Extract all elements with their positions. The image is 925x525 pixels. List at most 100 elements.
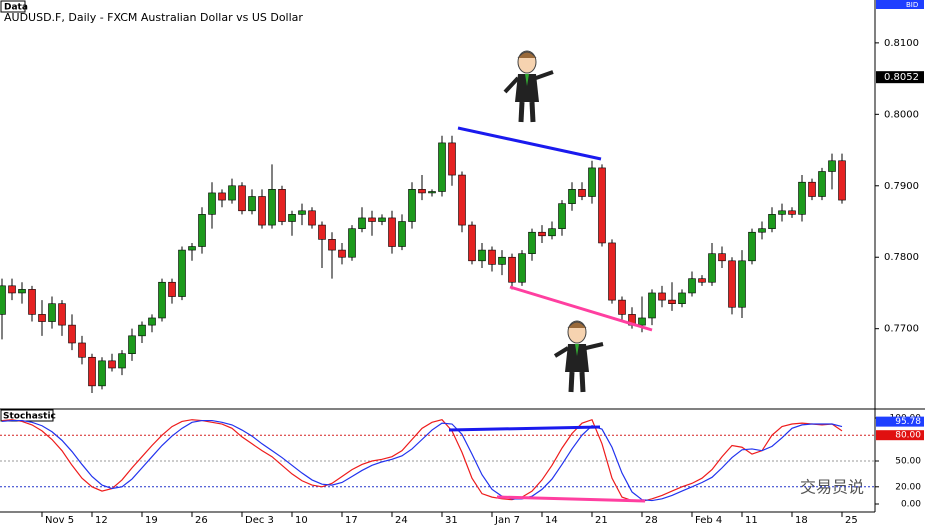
trend-line bbox=[496, 495, 646, 503]
candle-body bbox=[488, 249, 496, 265]
candle-body bbox=[728, 260, 736, 308]
y-tick-label: 0.00 bbox=[901, 500, 921, 510]
candle-body bbox=[288, 214, 296, 222]
candle-body bbox=[448, 142, 456, 176]
candle-body bbox=[548, 228, 556, 237]
x-tick-label: 26 bbox=[195, 515, 208, 525]
candle-body bbox=[838, 160, 846, 201]
candle-body bbox=[238, 185, 246, 212]
bid-label: BID bbox=[906, 1, 918, 9]
annotations bbox=[448, 50, 653, 503]
candle-body bbox=[788, 210, 796, 215]
data-box bbox=[0, 0, 26, 13]
candle-body bbox=[768, 214, 776, 229]
candle-body bbox=[558, 203, 566, 229]
candle-body bbox=[578, 189, 586, 197]
candle-body bbox=[688, 278, 696, 294]
candle-body bbox=[128, 335, 136, 354]
candle-body bbox=[498, 256, 506, 265]
bid-badge bbox=[876, 0, 924, 9]
y-tick-label: 0.7700 bbox=[884, 324, 919, 335]
candle-body bbox=[178, 249, 186, 297]
candle-body bbox=[608, 242, 616, 301]
candle-body bbox=[378, 217, 386, 222]
trend-line bbox=[509, 285, 653, 332]
x-tick-label: Nov 5 bbox=[45, 515, 74, 525]
candle-body bbox=[698, 278, 706, 283]
candle-body bbox=[328, 239, 336, 251]
candle-body bbox=[798, 181, 806, 215]
stoch-title: Stochastic bbox=[3, 412, 56, 422]
candle-body bbox=[438, 142, 446, 192]
candle-body bbox=[468, 224, 476, 262]
candle-body bbox=[618, 299, 626, 315]
candle-body bbox=[168, 281, 176, 297]
candle-body bbox=[778, 210, 786, 215]
candle-body bbox=[598, 167, 606, 244]
cartoon-figure bbox=[553, 320, 604, 393]
candle-body bbox=[338, 249, 346, 258]
candle-body bbox=[718, 253, 726, 262]
candle-body bbox=[478, 249, 486, 262]
candle-body bbox=[748, 231, 756, 262]
candle-body bbox=[588, 167, 596, 197]
candle-body bbox=[138, 324, 146, 337]
candle-body bbox=[638, 317, 646, 326]
candle-body bbox=[58, 303, 66, 326]
candle-body bbox=[268, 189, 276, 226]
x-tick-label: 24 bbox=[395, 515, 408, 525]
price-badge-label: 0.8052 bbox=[884, 72, 919, 83]
candle-body bbox=[88, 356, 96, 387]
candle-body bbox=[458, 174, 466, 226]
candle-body bbox=[208, 192, 216, 215]
candle-body bbox=[28, 289, 36, 315]
x-tick-label: 17 bbox=[345, 515, 358, 525]
candle-body bbox=[348, 228, 356, 258]
candle-body bbox=[98, 360, 106, 387]
candle-body bbox=[808, 181, 816, 197]
y-tick-label: 50.00 bbox=[895, 457, 921, 467]
candle-body bbox=[228, 185, 236, 201]
candle-body bbox=[668, 299, 676, 304]
data-label: Data bbox=[4, 3, 28, 13]
candle-body bbox=[368, 217, 376, 222]
value-badge bbox=[876, 430, 924, 441]
candle-body bbox=[738, 260, 746, 308]
candle-body bbox=[188, 246, 196, 251]
candle-body bbox=[218, 192, 226, 201]
stochastic-line bbox=[1, 419, 843, 502]
candle-body bbox=[428, 191, 436, 194]
candle-body bbox=[758, 228, 766, 233]
candle-body bbox=[68, 324, 76, 344]
trend-line bbox=[448, 425, 601, 432]
price-badge bbox=[876, 71, 924, 84]
value-badge-label: 80.00 bbox=[895, 431, 921, 441]
candle-body bbox=[708, 253, 716, 283]
candle-body bbox=[518, 253, 526, 283]
candle-body bbox=[108, 360, 116, 369]
chart-title: AUDUSD.F, Daily - FXCM Australian Dollar… bbox=[4, 11, 303, 24]
candle-body bbox=[158, 281, 166, 319]
candle-body bbox=[418, 189, 426, 194]
x-tick-label: 14 bbox=[545, 515, 558, 525]
candle-body bbox=[0, 285, 6, 315]
candle-body bbox=[278, 189, 286, 222]
candle-body bbox=[568, 189, 576, 204]
candle-body bbox=[678, 292, 686, 304]
candle-body bbox=[8, 285, 16, 294]
candle-body bbox=[528, 231, 536, 254]
candle-body bbox=[118, 353, 126, 369]
candle-body bbox=[658, 292, 666, 301]
stochastic-line bbox=[1, 418, 843, 503]
candle-body bbox=[398, 221, 406, 247]
x-tick-label: Jan 7 bbox=[494, 515, 520, 525]
candle-body bbox=[308, 210, 316, 226]
candle-body bbox=[148, 317, 156, 326]
y-tick-label: 0.8100 bbox=[884, 38, 919, 49]
x-tick-label: 10 bbox=[295, 515, 308, 525]
x-tick-label: 31 bbox=[445, 515, 458, 525]
x-tick-label: 11 bbox=[745, 515, 758, 525]
candle-body bbox=[38, 314, 46, 322]
